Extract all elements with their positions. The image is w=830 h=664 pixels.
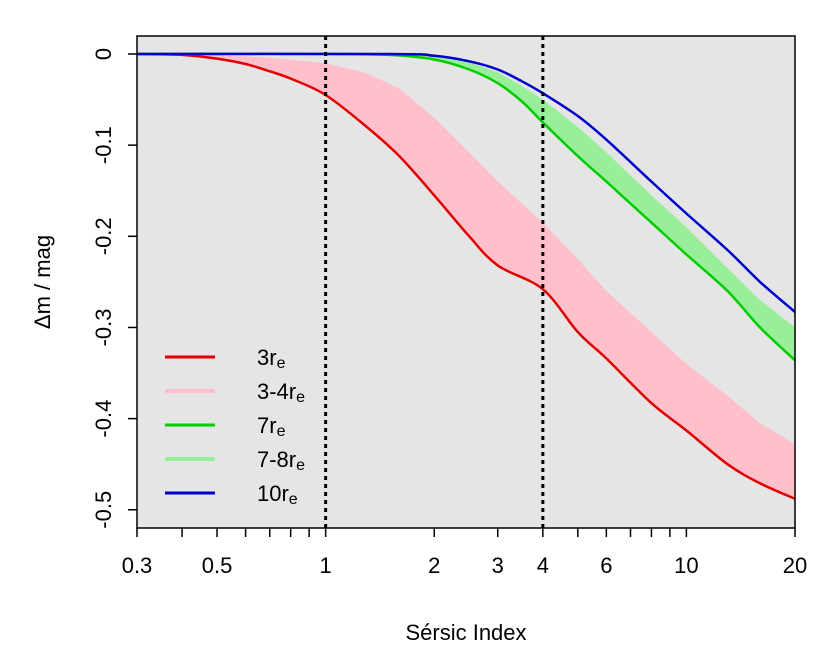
legend-label: 7-8re — [257, 447, 305, 474]
plot-frame — [136, 35, 796, 529]
x-tick-label: 10 — [674, 553, 698, 578]
legend-label: 7re — [257, 413, 286, 440]
legend-label: 3re — [257, 345, 286, 372]
x-tick-label: 1 — [320, 553, 332, 578]
line-3r-e — [136, 52, 796, 500]
y-tick-label: -0.4 — [91, 400, 116, 438]
x-tick-label: 6 — [600, 553, 612, 578]
legend-label: 10re — [257, 481, 298, 508]
x-tick-label: 0.3 — [122, 553, 153, 578]
y-tick-label: -0.5 — [91, 491, 116, 529]
x-tick-label: 3 — [492, 553, 504, 578]
x-axis-title: Sérsic Index — [405, 620, 526, 645]
legend-label: 3-4re — [257, 379, 305, 406]
bands-layer — [137, 54, 795, 499]
y-tick-label: -0.1 — [91, 126, 116, 164]
x-tick-label: 20 — [783, 553, 807, 578]
x-tick-label: 0.5 — [202, 553, 233, 578]
x-axis: 0.3 0.5 1 2 3 4 6 10 20 — [122, 528, 807, 578]
y-axis: 0 -0.1 -0.2 -0.3 -0.4 -0.5 — [91, 48, 137, 529]
x-tick-label: 2 — [428, 553, 440, 578]
y-axis-title: Δm / mag — [30, 235, 55, 329]
vlines-layer — [324, 36, 545, 528]
y-tick-label: -0.3 — [91, 309, 116, 347]
band-7-8r-e — [137, 54, 795, 361]
band-3-4r-e — [137, 54, 795, 499]
legend: 3re 3-4re 7re 7-8re 10re — [165, 345, 305, 508]
y-tick-label: -0.2 — [91, 217, 116, 255]
plot-background — [137, 36, 795, 528]
y-tick-label: 0 — [91, 48, 116, 60]
x-tick-label: 4 — [537, 553, 549, 578]
